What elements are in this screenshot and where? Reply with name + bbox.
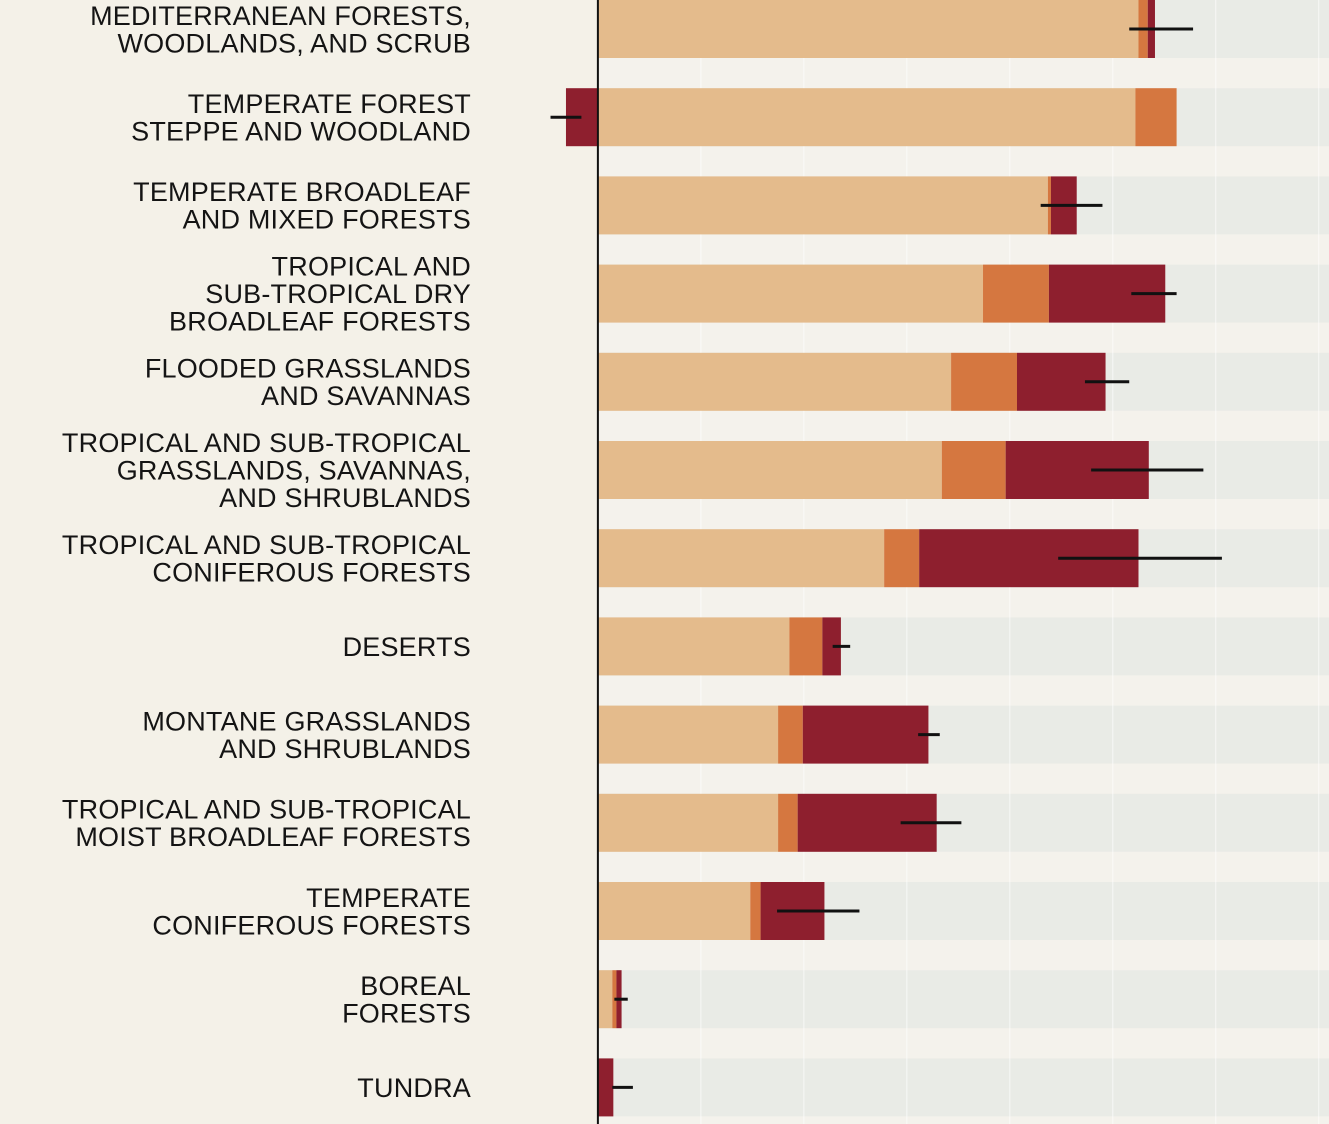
row-track	[597, 970, 1329, 1029]
category-label: BOREAL FORESTS	[342, 971, 471, 1028]
bar-segment	[822, 617, 841, 676]
category-label-line: TROPICAL AND	[272, 252, 471, 282]
bar-segment	[597, 0, 1139, 58]
category-label-line: BOREAL	[360, 971, 471, 1001]
bar-segment	[597, 441, 942, 499]
category-label-line: CONIFEROUS FORESTS	[152, 910, 471, 940]
category-label-line: TEMPERATE	[306, 883, 471, 913]
category-label: FLOODED GRASSLANDS AND SAVANNAS	[145, 354, 471, 412]
category-label: TROPICAL AND SUB-TROPICAL GRASSLANDS, SAV…	[62, 428, 471, 513]
category-label-line: STEPPE AND WOODLAND	[131, 116, 471, 146]
category-label-line: TROPICAL AND SUB-TROPICAL	[62, 530, 471, 560]
category-label: TROPICAL AND SUB-TROPICAL CONIFEROUS FORE…	[62, 530, 471, 588]
category-label: MEDITERRANEAN FORESTS, WOODLANDS, AND SCR…	[90, 1, 471, 59]
category-label-line: TUNDRA	[357, 1073, 471, 1103]
category-label-line: AND SHRUBLANDS	[219, 734, 471, 764]
bar-segment	[750, 882, 761, 940]
category-label-line: GRASSLANDS, SAVANNAS,	[117, 456, 471, 486]
category-label: TEMPERATE CONIFEROUS FORESTS	[152, 883, 471, 941]
category-label-line: TEMPERATE BROADLEAF	[133, 177, 471, 207]
bar-segment	[884, 529, 920, 588]
bar-segment	[789, 617, 823, 676]
category-label-line: FLOODED GRASSLANDS	[145, 354, 471, 384]
bar-segment	[941, 441, 1006, 499]
bar-segment	[597, 617, 790, 676]
category-label-line: TEMPERATE FOREST	[188, 89, 471, 119]
category-label-line: DESERTS	[343, 632, 471, 662]
category-label-line: TROPICAL AND SUB-TROPICAL	[62, 795, 471, 825]
category-label: TUNDRA	[357, 1073, 471, 1103]
bar-segment	[951, 352, 1017, 411]
bars	[565, 0, 1177, 1117]
category-label-line: MEDITERRANEAN FORESTS,	[90, 1, 471, 31]
row-track	[597, 1058, 1329, 1117]
bar-segment	[778, 705, 803, 764]
category-label-line: AND SAVANNAS	[261, 381, 471, 411]
bar-segment	[597, 1058, 614, 1117]
bar-segment	[597, 970, 613, 1029]
bar-segment	[597, 264, 984, 323]
bar-segment	[597, 882, 751, 940]
category-label: TROPICAL AND SUB-TROPICAL MOIST BROADLEAF…	[62, 795, 471, 853]
category-label: DESERTS	[343, 632, 471, 662]
label-panel	[0, 0, 598, 1124]
category-label-line: MONTANE GRASSLANDS	[142, 706, 471, 736]
category-label-line: CONIFEROUS FORESTS	[152, 557, 471, 587]
category-label-line: AND SHRUBLANDS	[219, 483, 471, 513]
category-label-line: FORESTS	[342, 998, 471, 1028]
bar-segment	[597, 88, 1136, 147]
category-label-line: AND MIXED FORESTS	[183, 205, 471, 235]
category-labels: MEDITERRANEAN FORESTS, WOODLANDS, AND SCR…	[62, 1, 471, 1103]
bar-segment	[778, 793, 798, 852]
bar-segment	[597, 705, 779, 764]
category-label-line: MOIST BROADLEAF FORESTS	[75, 822, 471, 852]
category-label: TROPICAL AND SUB-TROPICAL DRY BROADLEAF FO…	[169, 252, 471, 337]
category-label: TEMPERATE FOREST STEPPE AND WOODLAND	[131, 89, 471, 147]
bar-segment	[597, 176, 1048, 235]
bar-segment	[802, 705, 929, 764]
bar-segment	[597, 529, 885, 588]
category-label: TEMPERATE BROADLEAF AND MIXED FORESTS	[133, 177, 471, 235]
category-label-line: SUB-TROPICAL DRY	[205, 279, 471, 309]
category-label: MONTANE GRASSLANDS AND SHRUBLANDS	[142, 706, 471, 764]
category-label-line: WOODLANDS, AND SCRUB	[117, 28, 471, 58]
bar-segment	[597, 793, 779, 852]
category-label-line: TROPICAL AND SUB-TROPICAL	[62, 428, 471, 458]
bar-segment	[597, 352, 952, 411]
category-label-line: BROADLEAF FORESTS	[169, 307, 471, 337]
bar-segment	[1135, 88, 1177, 147]
error-bars	[550, 27, 1222, 1089]
bar-segment	[983, 264, 1049, 323]
